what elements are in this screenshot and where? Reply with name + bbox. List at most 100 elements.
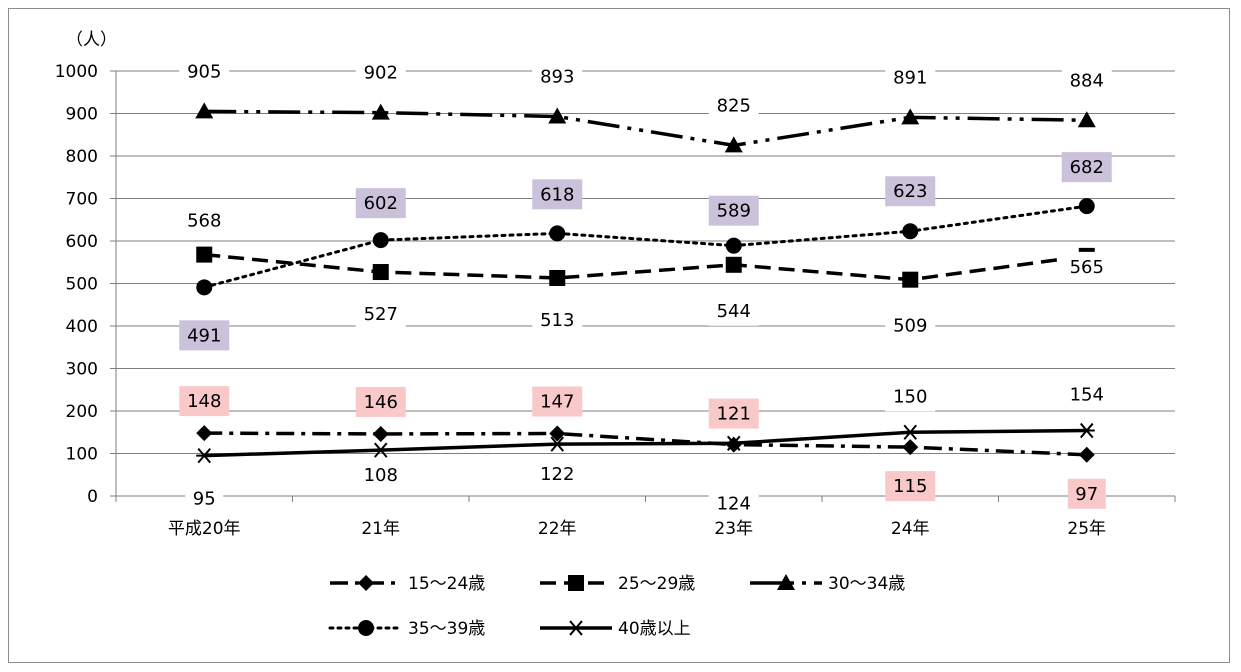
y-tick-label: 0 (87, 487, 98, 507)
series-line (196, 198, 1095, 296)
data-label: 147 (540, 392, 574, 413)
star-marker (372, 442, 389, 458)
x-tick-label: 22年 (538, 519, 577, 539)
legend-label: 15～24歳 (408, 574, 485, 594)
x-tick-label: 25年 (1067, 519, 1106, 539)
legend-entry: 15～24歳 (330, 574, 485, 594)
legend-entry: 35～39歳 (328, 619, 485, 639)
triangle-marker (777, 574, 795, 590)
data-label: 602 (364, 193, 398, 214)
data-label-box (532, 386, 583, 417)
star-marker (902, 424, 919, 440)
circle-marker (358, 620, 374, 636)
data-label-box (708, 195, 759, 226)
legend-entry: 25～29歳 (540, 574, 695, 594)
square-marker (725, 256, 742, 273)
legend-entry: 40歳以上 (540, 619, 691, 639)
data-label-box (532, 459, 583, 490)
data-label: 108 (364, 465, 398, 486)
circle-marker (1078, 198, 1095, 215)
diamond-marker (196, 425, 213, 442)
diamond-marker (902, 439, 919, 456)
circle-marker (549, 225, 566, 242)
star-marker (196, 447, 213, 464)
data-label-box (179, 56, 230, 87)
data-label: 902 (364, 63, 398, 84)
y-tick-label: 200 (66, 402, 98, 422)
series-path (204, 109, 1087, 148)
data-label: 568 (187, 211, 221, 232)
square-marker (196, 246, 213, 263)
legend-entry: 30～34歳 (750, 574, 905, 594)
data-label: 150 (893, 386, 927, 407)
series-line (196, 422, 1095, 464)
square-marker (372, 264, 389, 281)
data-label-box (1061, 65, 1112, 96)
data-label-box (1061, 379, 1112, 410)
data-label: 122 (540, 464, 574, 485)
data-label: 491 (187, 325, 221, 346)
x-tick-label: 平成20年 (168, 519, 241, 539)
data-label: 509 (893, 316, 927, 337)
circle-marker (196, 279, 213, 296)
star-marker (568, 620, 584, 636)
series-line (195, 102, 1096, 153)
data-label: 623 (893, 181, 927, 202)
y-tick-label: 900 (66, 105, 98, 125)
series-path (204, 252, 1087, 282)
x-tick-label: 24年 (891, 519, 930, 539)
y-tick-label: 400 (66, 317, 98, 337)
data-label-box (708, 398, 759, 429)
data-label-box (532, 61, 583, 92)
data-label: 893 (540, 66, 574, 87)
data-label-box (355, 57, 406, 88)
square-marker (902, 271, 919, 288)
circle-marker (902, 223, 919, 240)
data-label-box (885, 176, 936, 207)
data-label: 97 (1075, 484, 1098, 505)
data-label-box (708, 90, 759, 121)
x-tick-label: 21年 (361, 519, 400, 539)
diamond-marker (372, 425, 389, 442)
data-label-box (179, 205, 230, 236)
circle-marker (725, 237, 742, 254)
data-label-box (532, 304, 583, 335)
y-tick-label: 500 (66, 275, 98, 295)
triangle-marker (724, 136, 743, 153)
data-label: 905 (187, 61, 221, 82)
data-label: 565 (1070, 257, 1104, 278)
series-path (204, 431, 1087, 457)
y-tick-label: 700 (66, 190, 98, 210)
square-marker (568, 575, 584, 591)
data-label: 544 (717, 301, 751, 322)
data-label-box (1067, 478, 1106, 509)
data-label: 618 (540, 184, 574, 205)
data-label: 146 (364, 392, 398, 413)
data-label-box (885, 471, 936, 502)
data-label: 115 (893, 476, 927, 497)
data-label-box (185, 483, 224, 514)
data-label: 95 (193, 489, 216, 510)
series-path (204, 428, 1087, 458)
y-tick-label: 600 (66, 232, 98, 252)
star-marker (1078, 422, 1095, 439)
data-label: 527 (364, 304, 398, 325)
diamond-marker (549, 425, 566, 442)
star-marker (725, 435, 742, 451)
legend-label: 40歳以上 (618, 619, 691, 639)
data-label-box (355, 188, 406, 219)
data-label-box (885, 62, 936, 93)
data-label: 513 (540, 310, 574, 331)
data-label-box (708, 295, 759, 326)
data-label-box (355, 460, 406, 491)
data-label: 121 (717, 404, 751, 425)
diamond-marker (358, 575, 374, 591)
data-label-box (708, 488, 759, 519)
square-marker (549, 269, 566, 286)
data-label: 148 (187, 391, 221, 412)
data-label-box (179, 386, 230, 417)
data-label-box (885, 310, 936, 341)
triangle-marker (195, 102, 214, 119)
y-tick-label: 300 (66, 360, 98, 380)
